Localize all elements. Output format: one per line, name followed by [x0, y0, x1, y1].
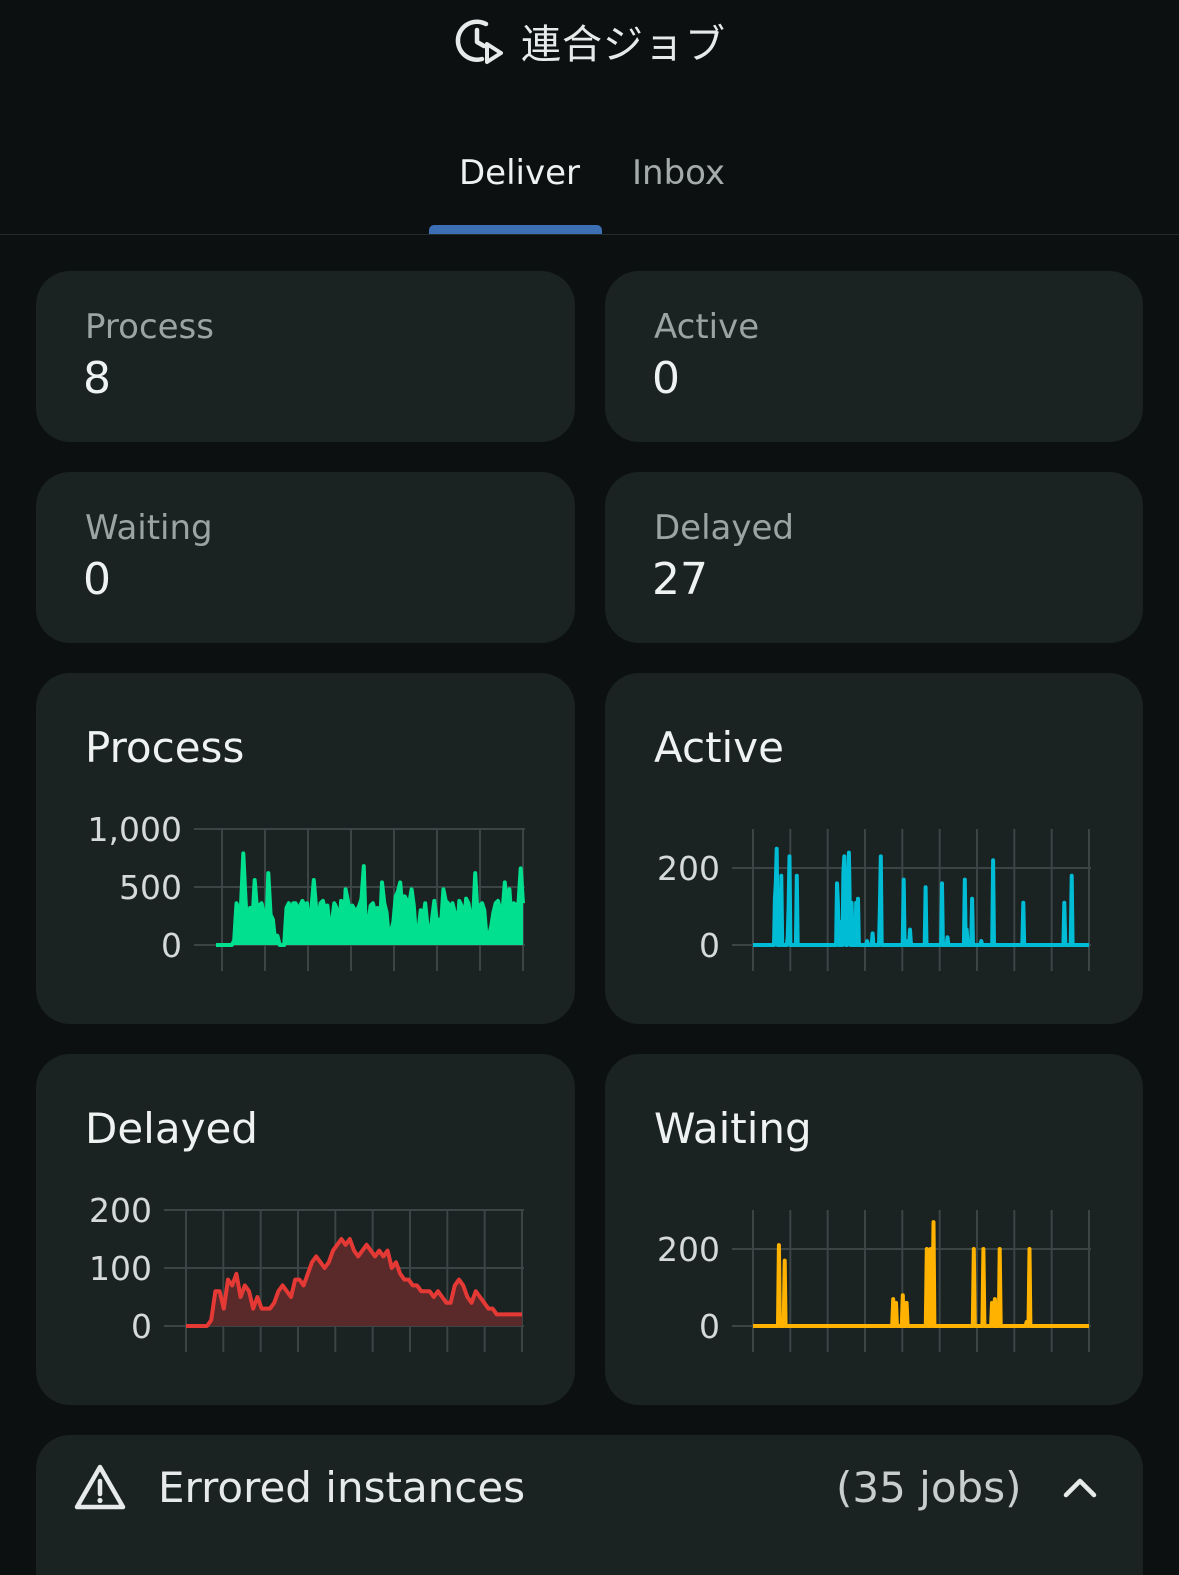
tab-deliver[interactable]: Deliver — [459, 153, 581, 193]
chevron-up-icon[interactable] — [1062, 1473, 1098, 1501]
errored-instances-panel[interactable]: Errored instances (35 jobs) — [36, 1435, 1143, 1575]
errored-label: Errored instances — [158, 1463, 526, 1512]
stat-label: Process — [85, 307, 214, 347]
tab-inbox[interactable]: Inbox — [632, 153, 726, 193]
y-tick-label: 200 — [89, 1191, 152, 1230]
stat-card-delayed: Delayed 27 — [605, 472, 1143, 643]
chart-card-delayed: Delayed 0 100 200 — [36, 1054, 575, 1405]
y-tick-label: 0 — [699, 926, 720, 965]
series-area — [753, 848, 1089, 945]
stat-card-waiting: Waiting 0 — [36, 472, 575, 643]
stat-label: Delayed — [654, 508, 795, 548]
y-tick-label: 0 — [131, 1307, 152, 1346]
series-line — [216, 851, 525, 947]
y-tick-label: 0 — [699, 1307, 720, 1346]
y-tick-label: 200 — [657, 849, 720, 888]
series-line — [186, 1237, 522, 1328]
delayed-chart: 0 100 200 — [89, 1191, 524, 1352]
y-tick-label: 500 — [119, 868, 182, 907]
tab-indicator — [429, 225, 602, 234]
stat-value: 0 — [83, 554, 111, 605]
warning-icon — [74, 1464, 126, 1510]
y-tick-label: 1,000 — [88, 810, 182, 849]
chart-title: Delayed — [85, 1104, 258, 1153]
chart-card-process: Process 0 500 1,000 — [36, 673, 575, 1024]
series-area — [216, 853, 523, 945]
chart-title: Waiting — [654, 1104, 812, 1153]
chart-grid — [732, 829, 1091, 971]
series-area — [186, 1239, 522, 1326]
y-tick-label: 200 — [657, 1230, 720, 1269]
stat-value: 27 — [652, 554, 708, 605]
stat-label: Waiting — [85, 508, 213, 548]
process-chart: 0 500 1,000 — [88, 810, 525, 971]
stat-card-process: Process 8 — [36, 271, 575, 442]
stat-label: Active — [654, 307, 760, 347]
app-header: 連合ジョブ Deliver Inbox — [0, 0, 1179, 235]
chart-card-active: Active 0 200 — [605, 673, 1143, 1024]
active-chart: 0 200 — [657, 829, 1091, 971]
y-tick-label: 100 — [89, 1249, 152, 1288]
chart-title: Active — [654, 723, 784, 772]
stat-card-active: Active 0 — [605, 271, 1143, 442]
waiting-chart: 0 200 — [657, 1210, 1091, 1352]
series-line — [752, 1220, 1090, 1328]
y-tick-label: 0 — [161, 926, 182, 965]
chart-card-waiting: Waiting 0 200 — [605, 1054, 1143, 1405]
errored-count: (35 jobs) — [836, 1463, 1022, 1512]
series-line — [751, 846, 1091, 947]
clock-play-icon — [455, 19, 503, 64]
stat-value: 8 — [83, 353, 111, 404]
page-title: 連合ジョブ — [521, 22, 726, 68]
tab-bar: Deliver Inbox — [0, 150, 1179, 235]
title-row: 連合ジョブ — [0, 14, 1179, 68]
series-area — [753, 1222, 1089, 1326]
chart-title: Process — [85, 723, 245, 772]
stat-value: 0 — [652, 353, 680, 404]
